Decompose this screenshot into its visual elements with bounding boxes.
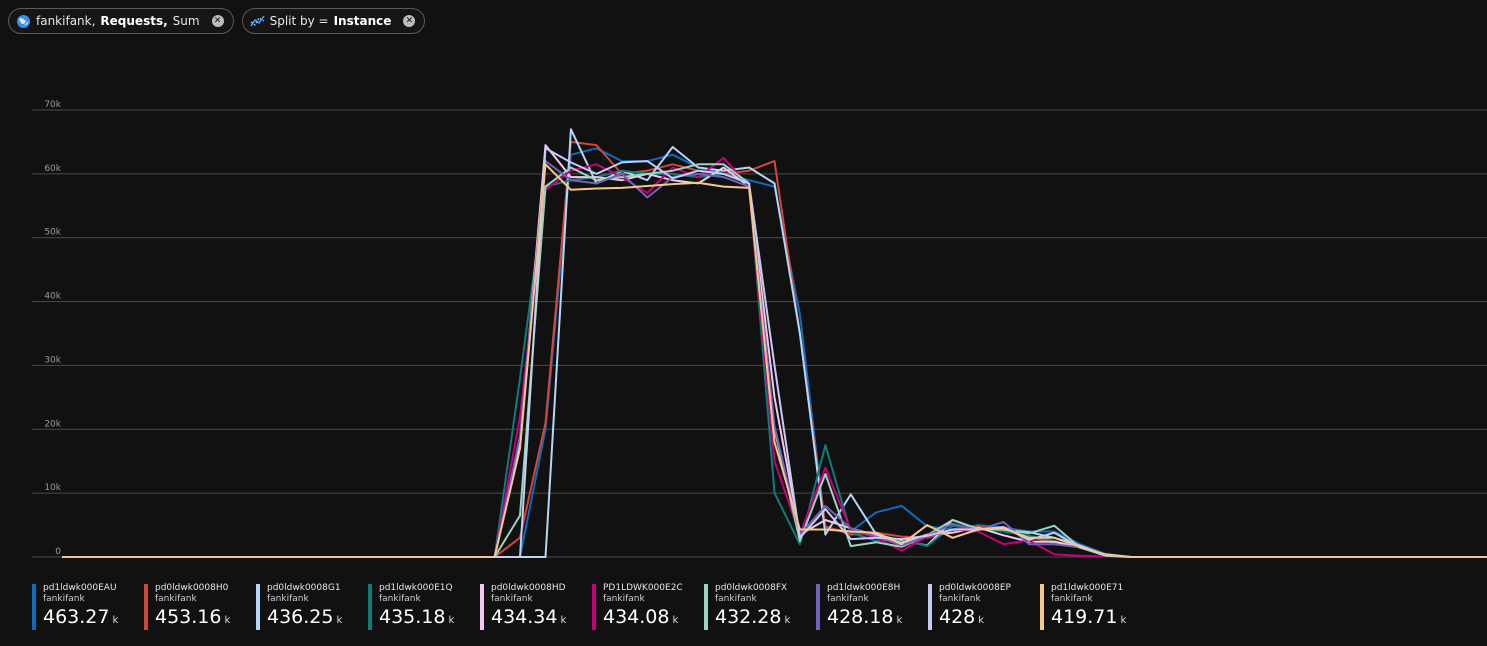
legend-series-name: pd1ldwk000EAU [43,583,117,593]
legend-series-name: pd0ldwk0008HD [491,583,566,593]
metric-aggregation: Sum [172,14,200,28]
metric-resource: fankifank, [36,14,96,28]
y-tick-label: 50k [44,228,61,238]
close-icon[interactable]: ✕ [403,15,416,27]
legend-total: 434.08 k [603,605,704,633]
legend-total: 428.18 k [827,605,928,633]
legend-total-value: 435.18 [379,606,446,628]
legend-total-value: 428 [939,606,976,628]
y-tick-label: 10k [44,483,61,493]
series-line-pd1ldwk000E71[interactable] [62,163,1487,558]
legend-total: 463.27 k [43,605,144,633]
legend-total-unit: k [448,615,455,626]
legend-resource: fankifank [715,594,757,604]
legend-total: 432.28 k [715,605,816,633]
legend-swatch [592,584,596,630]
legend-total-unit: k [978,615,985,626]
legend-item[interactable]: pd0ldwk0008FX fankifank 432.28 k [704,583,816,631]
legend-total-unit: k [112,615,119,626]
split-label: Split by = [269,14,329,28]
line-chart[interactable]: 0 10k 20k 30k 40k 50k 60k 70k [0,90,1487,570]
legend-total: 436.25 k [267,605,368,633]
legend-resource: fankifank [379,594,421,604]
split-pill[interactable]: Split by = Instance ✕ [241,8,426,34]
legend-series-name: PD1LDWK000E2C [603,583,683,593]
legend-series-name: pd1ldwk000E8H [827,583,901,593]
legend-series-name: pd0ldwk0008FX [715,583,788,593]
legend-swatch [1040,584,1044,630]
y-tick-label: 70k [44,100,61,110]
legend-resource: fankifank [155,594,197,604]
legend-total: 434.34 k [491,605,592,633]
y-tick-label: 0 [55,547,61,557]
legend-total: 428 k [939,605,1040,633]
legend-total-unit: k [560,615,567,626]
legend-total: 435.18 k [379,605,480,633]
split-value: Instance [333,14,392,28]
legend-series-name: pd1ldwk000E71 [1051,583,1124,593]
legend-resource: fankifank [603,594,645,604]
legend-total-value: 434.08 [603,606,670,628]
legend-swatch [144,584,148,630]
legend-item[interactable]: pd1ldwk000EAU fankifank 463.27 k [32,583,144,631]
resource-globe-icon [16,14,31,29]
legend-item[interactable]: pd0ldwk0008G1 fankifank 436.25 k [256,583,368,631]
close-icon[interactable]: ✕ [211,15,224,27]
legend-total-unit: k [784,615,791,626]
legend-swatch [256,584,260,630]
legend-series-name: pd1ldwk000E1Q [379,583,453,593]
legend-resource: fankifank [267,594,309,604]
legend-swatch [480,584,484,630]
legend-total: 419.71 k [1051,605,1152,633]
legend-series-name: pd0ldwk0008H0 [155,583,229,593]
y-tick-label: 60k [44,164,61,174]
split-chart-icon [249,14,265,29]
legend-item[interactable]: pd1ldwk000E1Q fankifank 435.18 k [368,583,480,631]
legend-item[interactable]: PD1LDWK000E2C fankifank 434.08 k [592,583,704,631]
legend-total-value: 432.28 [715,606,782,628]
legend-swatch [32,584,36,630]
legend-total-unit: k [224,615,231,626]
legend-swatch [928,584,932,630]
legend-swatch [368,584,372,630]
legend-series-name: pd0ldwk0008G1 [267,583,341,593]
legend-item[interactable]: pd1ldwk000E8H fankifank 428.18 k [816,583,928,631]
legend-total-value: 428.18 [827,606,894,628]
series-line-pd1ldwk000EAU[interactable] [62,147,1487,558]
legend-swatch [704,584,708,630]
filter-pills: fankifank, Requests, Sum ✕ Split by = In… [8,8,426,34]
legend-total-unit: k [672,615,679,626]
legend-total-unit: k [336,615,343,626]
metric-pill[interactable]: fankifank, Requests, Sum ✕ [8,8,234,34]
y-tick-label: 30k [44,355,61,365]
legend-resource: fankifank [43,594,85,604]
legend-resource: fankifank [827,594,869,604]
legend-resource: fankifank [491,594,533,604]
metric-name: Requests, [100,14,168,28]
series-line-pd0ldwk0008EP[interactable] [62,147,1487,558]
legend-series-name: pd0ldwk0008EP [939,583,1011,593]
y-tick-label: 20k [44,419,61,429]
legend-swatch [816,584,820,630]
legend-item[interactable]: pd1ldwk000E71 fankifank 419.71 k [1040,583,1152,631]
legend-item[interactable]: pd0ldwk0008H0 fankifank 453.16 k [144,583,256,631]
legend-item[interactable]: pd0ldwk0008EP fankifank 428 k [928,583,1040,631]
legend-total-value: 436.25 [267,606,334,628]
legend-total-unit: k [896,615,903,626]
legend-total-value: 419.71 [1051,606,1118,628]
legend-resource: fankifank [1051,594,1093,604]
legend-total-unit: k [1120,615,1127,626]
legend-total-value: 434.34 [491,606,558,628]
legend-total-value: 463.27 [43,606,110,628]
legend-total-value: 453.16 [155,606,222,628]
y-tick-label: 40k [44,292,61,302]
legend-total: 453.16 k [155,605,256,633]
legend-item[interactable]: pd0ldwk0008HD fankifank 434.34 k [480,583,592,631]
series-line-PD1LDWK000E2C[interactable] [62,156,1487,558]
chart-legend: pd1ldwk000EAU fankifank 463.27 k pd0ldwk0008… [32,583,1152,631]
legend-resource: fankifank [939,594,981,604]
